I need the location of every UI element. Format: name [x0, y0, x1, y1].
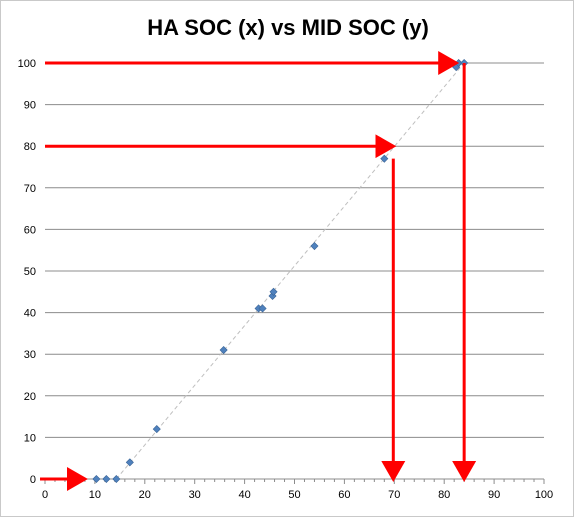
y-tick-label: 100	[18, 58, 36, 70]
data-point	[92, 474, 101, 484]
y-tick-label: 30	[24, 349, 36, 361]
x-tick-label: 10	[89, 489, 101, 501]
y-tick-label: 90	[24, 100, 36, 112]
data-point	[125, 458, 134, 467]
tick-labels: 0 10 20 30 40 50 60 70 80 90 100 0 10 20 30 40 50 60 70 80 9…	[18, 58, 554, 501]
y-tick-label: 10	[24, 432, 36, 444]
x-tick-label: 60	[338, 489, 350, 501]
axes	[44, 478, 545, 484]
y-tick-label: 0	[30, 474, 36, 486]
data-point	[269, 287, 278, 296]
trendline-group	[115, 62, 465, 480]
gridlines	[45, 62, 544, 438]
y-tick-label: 20	[24, 391, 36, 403]
x-tick-label: 90	[488, 489, 500, 501]
y-tick-label: 60	[24, 224, 36, 236]
data-point	[152, 425, 161, 434]
x-tick-label: 30	[189, 489, 201, 501]
y-tick-label: 40	[24, 308, 36, 320]
x-tick-label: 20	[139, 489, 151, 501]
x-tick-label: 70	[388, 489, 400, 501]
annotation-arrows	[40, 51, 477, 491]
x-tick-label: 50	[288, 489, 300, 501]
data-point	[219, 346, 228, 355]
x-tick-label: 80	[438, 489, 450, 501]
data-point	[112, 474, 121, 484]
x-tick-label: 100	[535, 489, 553, 501]
y-tick-label: 80	[24, 141, 36, 153]
data-point	[258, 304, 267, 313]
x-tick-label: 0	[42, 489, 48, 501]
y-tick-label: 50	[24, 266, 36, 278]
x-tick-label: 40	[238, 489, 250, 501]
trendline	[115, 62, 465, 480]
chart-title: HA SOC (x) vs MID SOC (y)	[147, 15, 429, 40]
y-tick-label: 70	[24, 183, 36, 195]
data-point	[310, 242, 319, 251]
data-point	[102, 474, 111, 484]
